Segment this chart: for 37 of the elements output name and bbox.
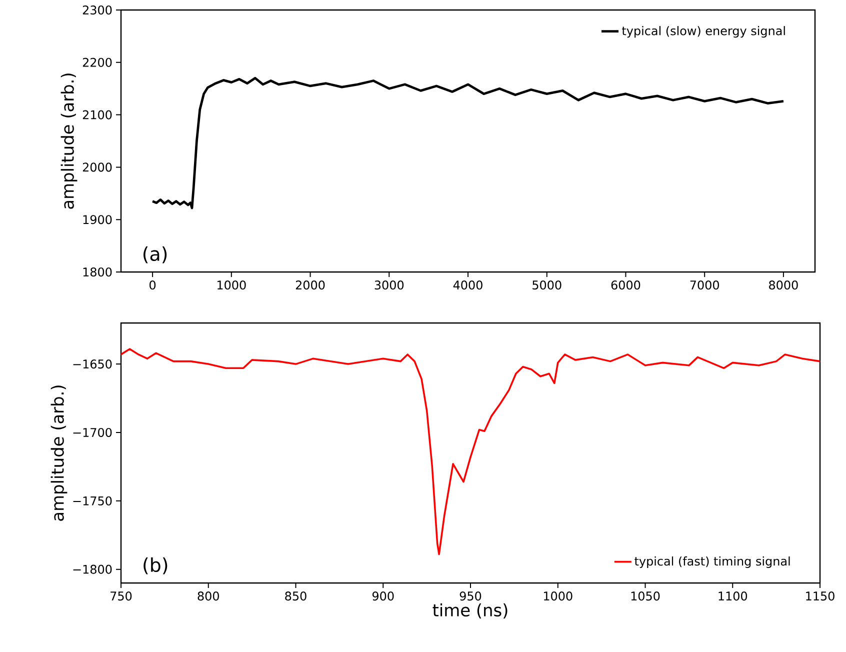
- x-tick-label: 5000: [532, 280, 562, 290]
- line-series: [151, 76, 785, 210]
- y-tick-label: 1900: [83, 215, 112, 224]
- y-axis-title: amplitude (arb.): [50, 386, 68, 521]
- y-tick-label: −1800: [73, 564, 112, 574]
- x-tick-label: 1100: [718, 592, 748, 601]
- y-tick-label: 2000: [82, 162, 112, 172]
- x-tick-label: 2000: [296, 280, 325, 290]
- x-tick-label: 850: [285, 592, 306, 601]
- y-tick-label: −1700: [73, 428, 112, 437]
- x-axis-title: time (ns): [432, 603, 508, 619]
- y-tick-label: −1750: [73, 496, 112, 506]
- legend-label: typical (fast) timing signal: [634, 556, 790, 568]
- annotation: (b): [144, 557, 168, 574]
- y-tick-label: 2300: [82, 5, 112, 15]
- y-tick-label: −1650: [73, 360, 112, 369]
- x-tick-label: 8000: [769, 280, 798, 290]
- x-tick-label: 3000: [374, 280, 404, 290]
- x-tick-label: 6000: [611, 280, 640, 290]
- x-tick-label: 900: [372, 592, 394, 601]
- x-tick-label: 1000: [218, 280, 246, 290]
- x-tick-label: 1150: [806, 592, 834, 601]
- y-tick-label: 1800: [83, 267, 112, 277]
- legend-label: typical (slow) energy signal: [622, 26, 785, 38]
- x-tick-label: 4000: [453, 280, 482, 290]
- x-tick-label: 0: [150, 280, 156, 290]
- line-series: [121, 348, 820, 556]
- x-tick-label: 750: [110, 592, 132, 601]
- x-tick-label: 800: [198, 592, 219, 601]
- y-tick-label: 2100: [82, 110, 112, 120]
- annotation: (a): [143, 246, 167, 264]
- x-tick-label: 7000: [690, 280, 719, 290]
- x-tick-label: 950: [460, 592, 482, 601]
- y-tick-label: 2200: [82, 58, 112, 67]
- y-axis-title: amplitude (arb.): [60, 74, 78, 209]
- x-tick-label: 1000: [544, 592, 572, 601]
- x-tick-label: 1050: [631, 592, 660, 601]
